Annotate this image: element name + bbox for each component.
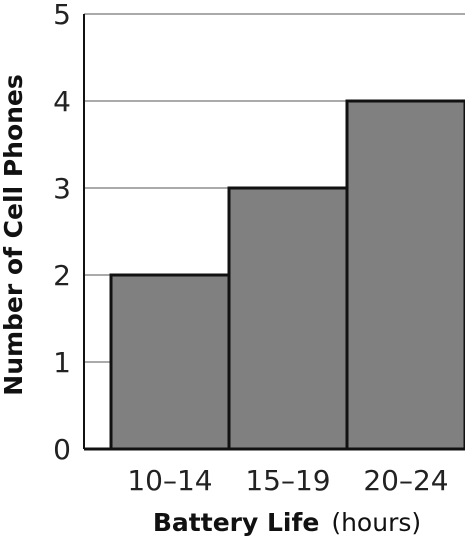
- bars: [109, 99, 465, 451]
- x-tick-label-3: 20–24: [363, 464, 448, 497]
- y-tick-label-4: 4: [53, 85, 71, 118]
- x-axis-label: Battery Life (hours): [153, 508, 421, 537]
- x-axis-label-unit: (hours): [331, 508, 421, 537]
- axes: [83, 14, 465, 451]
- y-axis-label: Number of Cell Phones: [0, 74, 28, 395]
- bar-2: [227, 186, 349, 451]
- x-tick-label-2: 15–19: [245, 464, 330, 497]
- y-tick-labels: 0 1 2 3 4 5: [53, 0, 71, 466]
- bar-1: [109, 273, 231, 451]
- x-tick-labels: 10–14 15–19 20–24: [127, 464, 448, 497]
- x-tick-label-1: 10–14: [127, 464, 212, 497]
- y-tick-label-1: 1: [53, 346, 71, 379]
- x-axis-label-main: Battery Life: [153, 508, 319, 537]
- y-tick-label-2: 2: [53, 259, 71, 292]
- bar-3: [345, 99, 465, 451]
- y-tick-label-0: 0: [53, 433, 71, 466]
- y-tick-label-3: 3: [53, 172, 71, 205]
- y-tick-label-5: 5: [53, 0, 71, 31]
